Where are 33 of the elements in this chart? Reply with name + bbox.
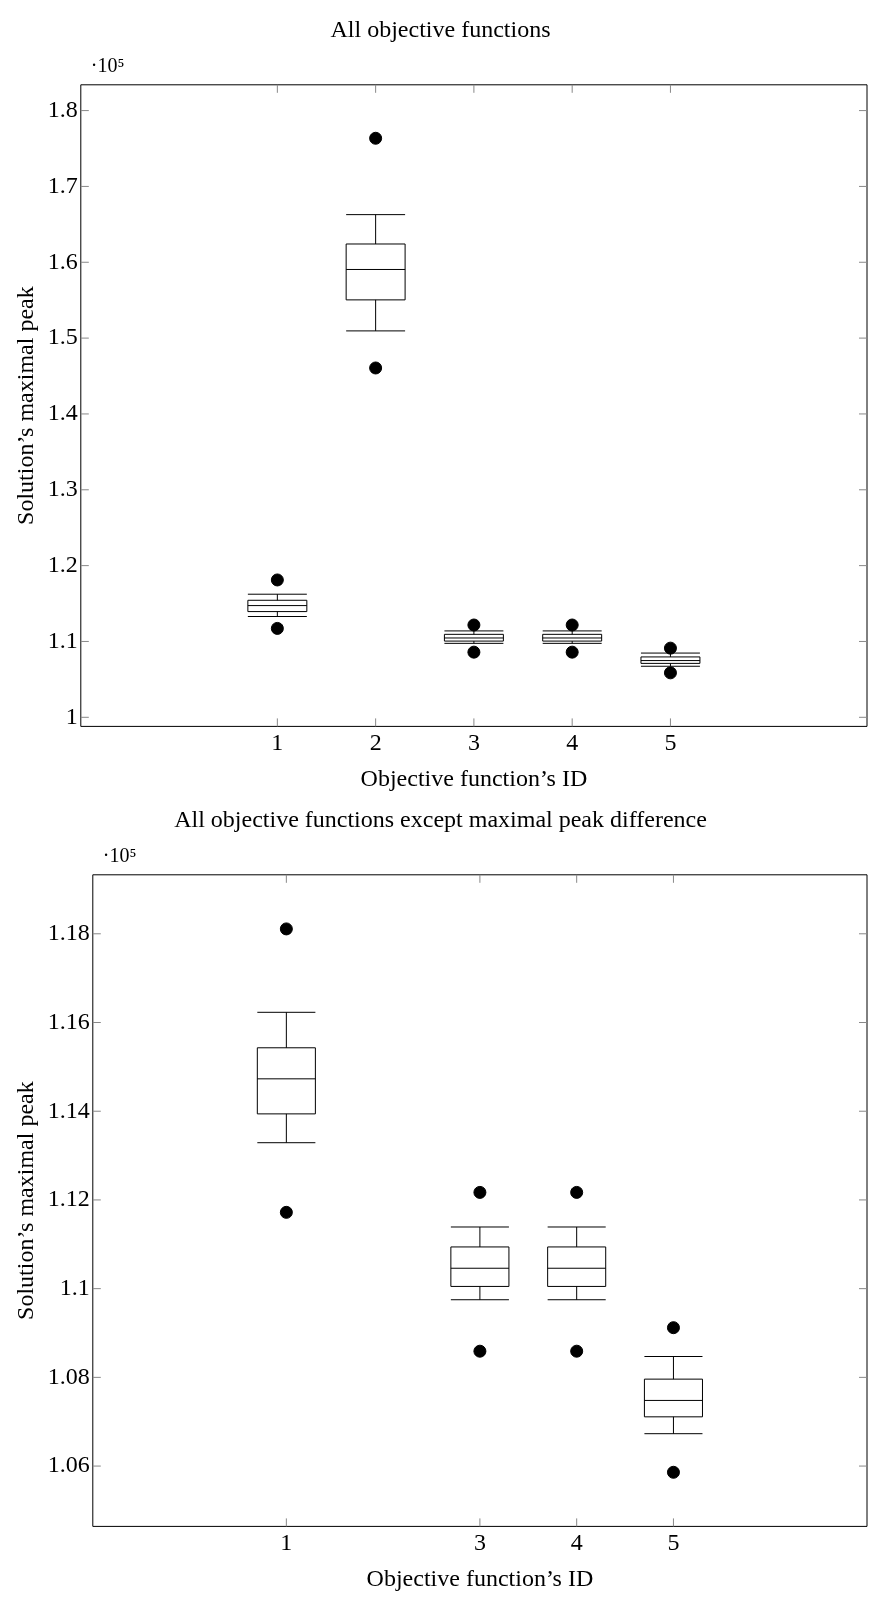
y-tick-label: 1.06 [47, 1451, 90, 1478]
y-axis-title: Solution’s maximal peak [11, 1081, 38, 1320]
y-tick-label: 1.1 [59, 1273, 90, 1300]
y-tick-label: 1.1 [47, 626, 78, 653]
y-tick-label: 1.12 [47, 1185, 90, 1212]
text: ·10⁵ [90, 54, 125, 77]
y-tick-label: 1.16 [47, 1007, 90, 1034]
x-tick-label: 5 [664, 729, 677, 756]
y-tick-label: 1.14 [47, 1096, 90, 1123]
y-tick-label: 1.7 [47, 171, 78, 198]
x-tick-label: 2 [369, 729, 382, 756]
x-tick-label: 3 [473, 1529, 486, 1556]
x-tick-label: 4 [566, 729, 579, 756]
y-tick-label: 1.4 [47, 399, 78, 426]
y-tick-label: 1.18 [47, 919, 90, 946]
y-tick-label: 1.6 [47, 247, 78, 274]
x-tick-label: 1 [271, 729, 284, 756]
x-tick-label: 5 [667, 1529, 680, 1556]
y-tick-label: 1.5 [47, 323, 78, 350]
chart-title: All objective functions [330, 15, 551, 42]
y-axis-title: Solution’s maximal peak [11, 286, 38, 525]
x-axis-title: Objective function’s ID [366, 1564, 594, 1591]
y-tick-label: 1.8 [47, 95, 78, 122]
x-axis-title: Objective function’s ID [360, 764, 588, 791]
x-tick-label: 1 [280, 1529, 293, 1556]
y-tick-label: 1 [65, 702, 78, 729]
text: ·10⁵ [102, 844, 137, 867]
x-tick-label: 3 [467, 729, 480, 756]
chart-title: All objective functions except maximal peak difference [174, 805, 707, 832]
y-tick-label: 1.08 [47, 1362, 90, 1389]
x-tick-label: 4 [570, 1529, 583, 1556]
y-tick-label: 1.2 [47, 550, 78, 577]
y-tick-label: 1.3 [47, 475, 78, 502]
